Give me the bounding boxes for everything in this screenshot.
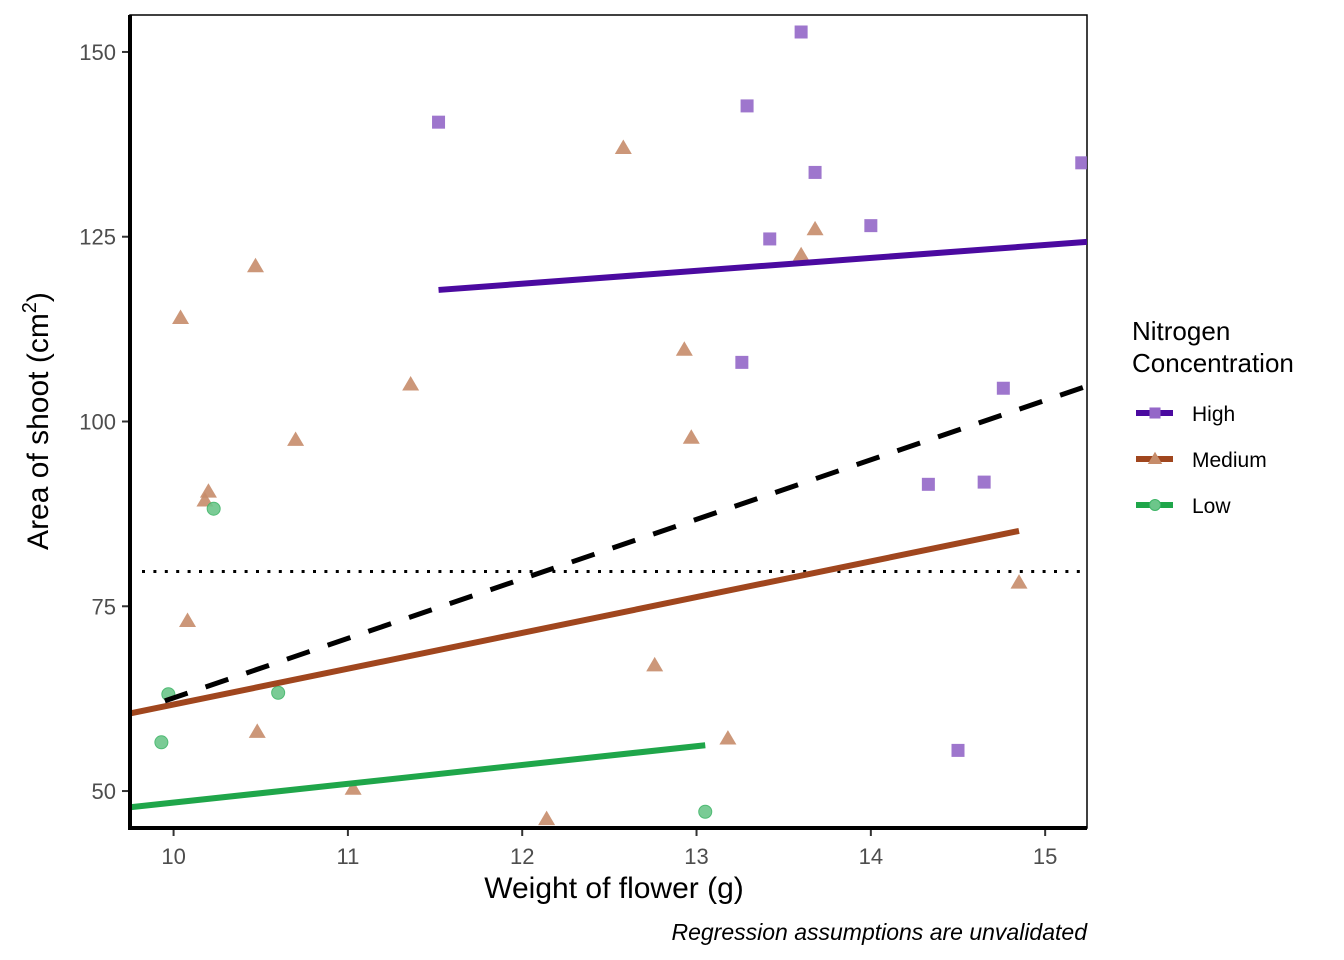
point-high (977, 475, 991, 489)
y-axis-title: Area of shoot (cm2) (19, 292, 55, 550)
point-medium (792, 246, 810, 262)
legend-key-circle-icon (1148, 498, 1162, 512)
y-axis-ticks: 50 75 100 125 150 (79, 40, 128, 804)
point-high (763, 232, 777, 246)
point-medium (538, 810, 556, 826)
point-medium (646, 656, 664, 672)
x-tick-label: 12 (510, 844, 534, 869)
point-high (864, 219, 878, 233)
point-medium (806, 220, 824, 236)
point-high (432, 115, 446, 129)
point-medium (247, 257, 265, 273)
y-tick-label: 75 (92, 594, 116, 619)
point-medium (675, 341, 693, 356)
points-layer (154, 25, 1087, 826)
point-high (735, 355, 749, 369)
point-medium (1010, 574, 1028, 589)
y-axis-title-main: Area of shoot (cm (22, 313, 55, 550)
caption: Regression assumptions are unvalidated (671, 919, 1088, 945)
legend-label-high: High (1192, 403, 1235, 426)
x-axis-ticks: 10 11 12 13 14 15 (161, 830, 1057, 869)
legend-title-line1: Nitrogen (1132, 316, 1230, 346)
point-medium (719, 730, 737, 745)
point-medium (344, 780, 362, 795)
legend-label-low: Low (1192, 495, 1231, 518)
legend-label-medium: Medium (1192, 449, 1267, 472)
x-tick-label: 13 (684, 844, 708, 869)
point-high (808, 165, 822, 179)
fit-lines-layer (130, 238, 1087, 811)
plot-panel (129, 14, 1088, 829)
y-axis-title-close: ) (22, 292, 55, 302)
point-medium (172, 309, 190, 324)
legend-key-triangle-icon (1147, 451, 1163, 465)
point-high (740, 99, 754, 113)
x-tick-label: 15 (1033, 844, 1057, 869)
fit-line-medium (130, 527, 1020, 717)
overall-fit-line (164, 383, 1087, 704)
legend-title-line2: Concentration (1132, 348, 1294, 378)
point-medium (614, 139, 632, 154)
point-low (698, 804, 713, 819)
y-tick-label: 50 (92, 779, 116, 804)
y-axis-title-superscript: 2 (19, 302, 41, 313)
point-medium (179, 612, 197, 628)
fit-line-low (130, 742, 706, 811)
x-tick-label: 14 (859, 844, 883, 869)
point-high (1075, 156, 1087, 170)
point-high (951, 743, 965, 757)
x-tick-label: 10 (161, 844, 185, 869)
point-medium (402, 376, 420, 391)
point-high (794, 25, 808, 39)
point-high (921, 477, 935, 491)
point-medium (199, 483, 217, 498)
legend-key-square-icon (1149, 407, 1161, 419)
point-low (206, 501, 221, 516)
y-tick-label: 150 (79, 40, 116, 65)
point-medium (682, 429, 700, 444)
y-tick-label: 125 (79, 225, 116, 250)
point-low (271, 685, 286, 700)
point-medium (287, 431, 305, 446)
point-low (154, 735, 169, 750)
x-tick-label: 11 (336, 844, 359, 869)
point-medium (196, 492, 214, 507)
fit-line-high (438, 238, 1087, 293)
legend: Nitrogen Concentration High Medium Low (1132, 316, 1294, 518)
y-tick-label: 100 (79, 410, 116, 435)
point-medium (248, 723, 266, 738)
point-high (996, 381, 1010, 395)
x-axis-title: Weight of flower (g) (484, 872, 744, 905)
